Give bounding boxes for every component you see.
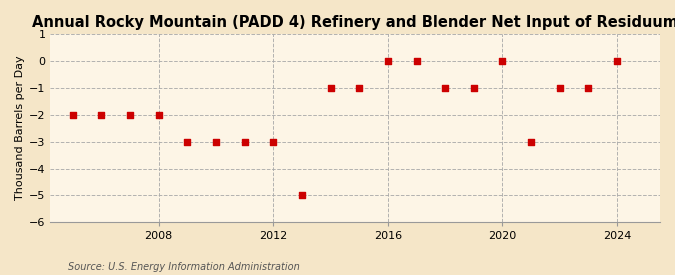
Point xyxy=(383,59,394,63)
Point xyxy=(325,86,336,90)
Point xyxy=(497,59,508,63)
Text: Source: U.S. Energy Information Administration: Source: U.S. Energy Information Administ… xyxy=(68,262,299,272)
Point xyxy=(468,86,479,90)
Point xyxy=(354,86,364,90)
Point xyxy=(268,139,279,144)
Point xyxy=(96,112,107,117)
Point xyxy=(239,139,250,144)
Y-axis label: Thousand Barrels per Day: Thousand Barrels per Day xyxy=(15,56,25,200)
Point xyxy=(68,112,78,117)
Point xyxy=(296,193,307,198)
Point xyxy=(439,86,450,90)
Point xyxy=(526,139,537,144)
Point xyxy=(153,112,164,117)
Point xyxy=(182,139,193,144)
Point xyxy=(612,59,622,63)
Point xyxy=(211,139,221,144)
Title: Annual Rocky Mountain (PADD 4) Refinery and Blender Net Input of Residuum: Annual Rocky Mountain (PADD 4) Refinery … xyxy=(32,15,675,30)
Point xyxy=(411,59,422,63)
Point xyxy=(554,86,565,90)
Point xyxy=(583,86,594,90)
Point xyxy=(125,112,136,117)
